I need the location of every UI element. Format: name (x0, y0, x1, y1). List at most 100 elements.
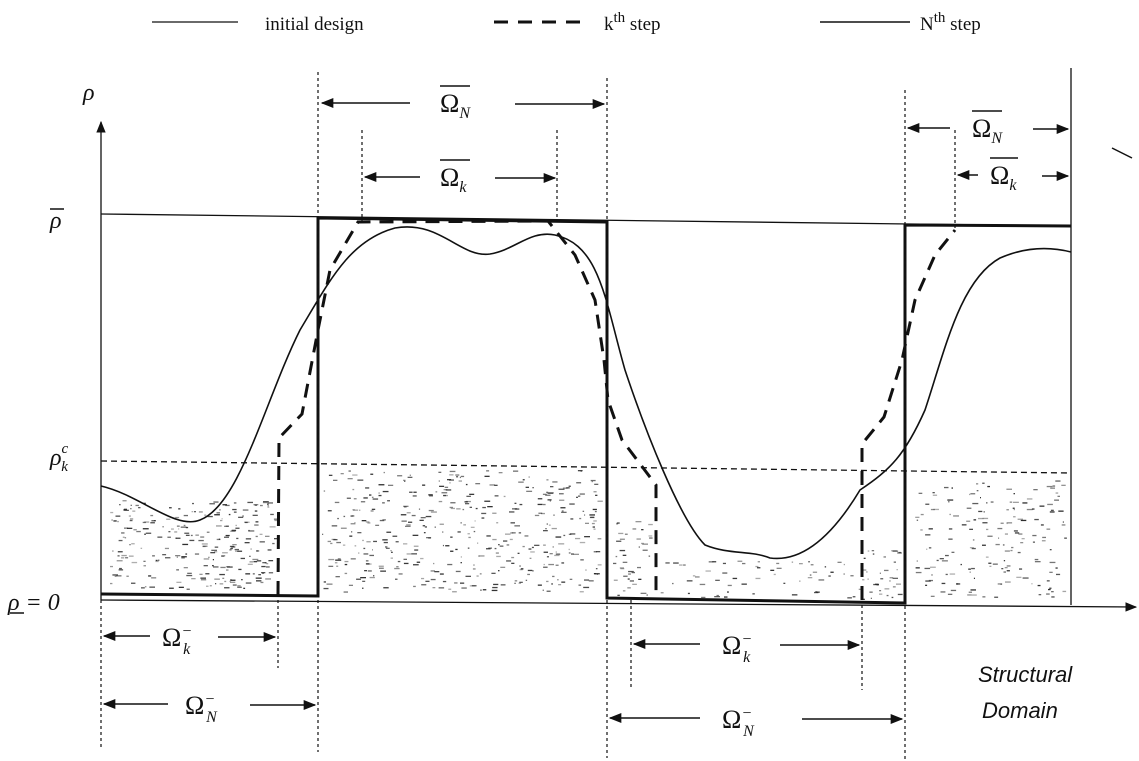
stipple-dot (215, 583, 217, 585)
stipple-dot (420, 517, 426, 519)
stipple-dot (985, 556, 989, 558)
stipple-dot (1046, 528, 1051, 530)
stipple-dot (397, 560, 401, 563)
stipple-dot (559, 499, 565, 501)
stipple-dot (166, 518, 171, 520)
stipple-dot (155, 560, 159, 563)
stipple-dot (582, 510, 585, 512)
stipple-dot (256, 580, 262, 582)
stipple-dot (356, 578, 361, 580)
stipple-dot (183, 514, 188, 517)
stipple-dot (1013, 516, 1016, 518)
stipple-dot (484, 475, 490, 477)
stipple-dot (591, 480, 593, 483)
stipple-dot (530, 551, 535, 553)
stipple-dot (425, 580, 430, 582)
stipple-dot (1005, 581, 1011, 583)
stipple-dot (458, 480, 462, 482)
initial-design-curve (100, 226, 1072, 560)
legend-initial-label: initial design (265, 14, 364, 35)
stipple-dot (464, 501, 468, 503)
stipple-dot (525, 579, 528, 581)
stipple-dot (1055, 567, 1058, 569)
stipple-dot (236, 537, 239, 540)
stipple-dot (1062, 521, 1064, 523)
stipple-dot (925, 503, 930, 505)
stipple-dot (941, 560, 948, 562)
stipple-dot (880, 578, 884, 580)
stipple-dot (828, 575, 831, 577)
stipple-dot (438, 471, 442, 473)
stipple-dot (224, 580, 227, 583)
stipple-dot (562, 487, 568, 489)
stipple-dot (143, 565, 146, 567)
stipple-dot (1018, 533, 1023, 535)
stipple-dot (872, 553, 875, 555)
stipple-dot (469, 493, 475, 495)
stipple-dot (705, 570, 711, 572)
stipple-dot (589, 516, 595, 519)
stipple-dot (532, 570, 534, 572)
stipple-dot (182, 543, 189, 546)
stipple-dot (891, 596, 894, 599)
stipple-dot (549, 500, 551, 502)
stipple-dot (232, 584, 237, 586)
stipple-dot (367, 522, 371, 524)
stipple-dot (265, 566, 270, 568)
stipple-dot (1046, 593, 1050, 595)
stipple-dot (133, 529, 137, 531)
stipple-dot (375, 524, 380, 526)
stipple-dot (366, 541, 371, 543)
stipple-dot (229, 545, 235, 548)
stipple-dot (274, 519, 279, 522)
stipple-dot (873, 583, 879, 586)
stipple-dot (770, 569, 775, 571)
stipple-dot (1013, 530, 1018, 532)
stipple-dot (256, 560, 262, 562)
stipple-dot (449, 479, 454, 481)
stipple-dot (267, 503, 269, 505)
stipple-dot (471, 585, 477, 587)
stipple-dot (973, 577, 975, 579)
stipple-dot (555, 564, 559, 566)
stipple-dot (438, 500, 443, 503)
stipple-dot (267, 549, 272, 551)
stipple-dot (439, 485, 445, 487)
stipple-dot (596, 551, 601, 553)
stipple-dot (198, 511, 203, 513)
stipple-dot (528, 476, 530, 478)
stipple-dot (168, 531, 171, 533)
stipple-dot (687, 592, 690, 595)
stipple-dot (969, 547, 974, 549)
stipple-dot (575, 537, 581, 540)
stipple-dot (592, 526, 595, 528)
stipple-dot (491, 589, 498, 592)
stipple-dot (960, 563, 962, 566)
stipple-dot (1011, 546, 1014, 549)
stipple-dot (346, 497, 351, 499)
stipple-dot (712, 561, 717, 563)
stipple-dot (115, 515, 121, 517)
stipple-dot (1016, 576, 1022, 578)
stipple-dot (862, 598, 865, 600)
stipple-dot (231, 529, 237, 531)
stipple-dot (982, 482, 985, 484)
stipple-dot (555, 551, 557, 553)
stipple-dot (492, 512, 497, 514)
stipple-dot (970, 493, 976, 495)
stipple-dot (953, 515, 959, 517)
stipple-dot (124, 537, 127, 539)
stipple-dot (152, 555, 155, 557)
stipple-dot (632, 528, 637, 530)
stipple-dot (216, 512, 220, 514)
stipple-dot (570, 533, 576, 535)
stipple-dot (457, 531, 461, 533)
stipple-dot (1014, 532, 1020, 534)
stipple-dot (369, 554, 374, 557)
stipple-dot (220, 519, 223, 522)
x-axis (100, 599, 1138, 612)
stipple-dot (430, 511, 437, 513)
stipple-dot (579, 517, 582, 520)
stipple-dot (982, 596, 986, 598)
stipple-dot (496, 522, 499, 524)
